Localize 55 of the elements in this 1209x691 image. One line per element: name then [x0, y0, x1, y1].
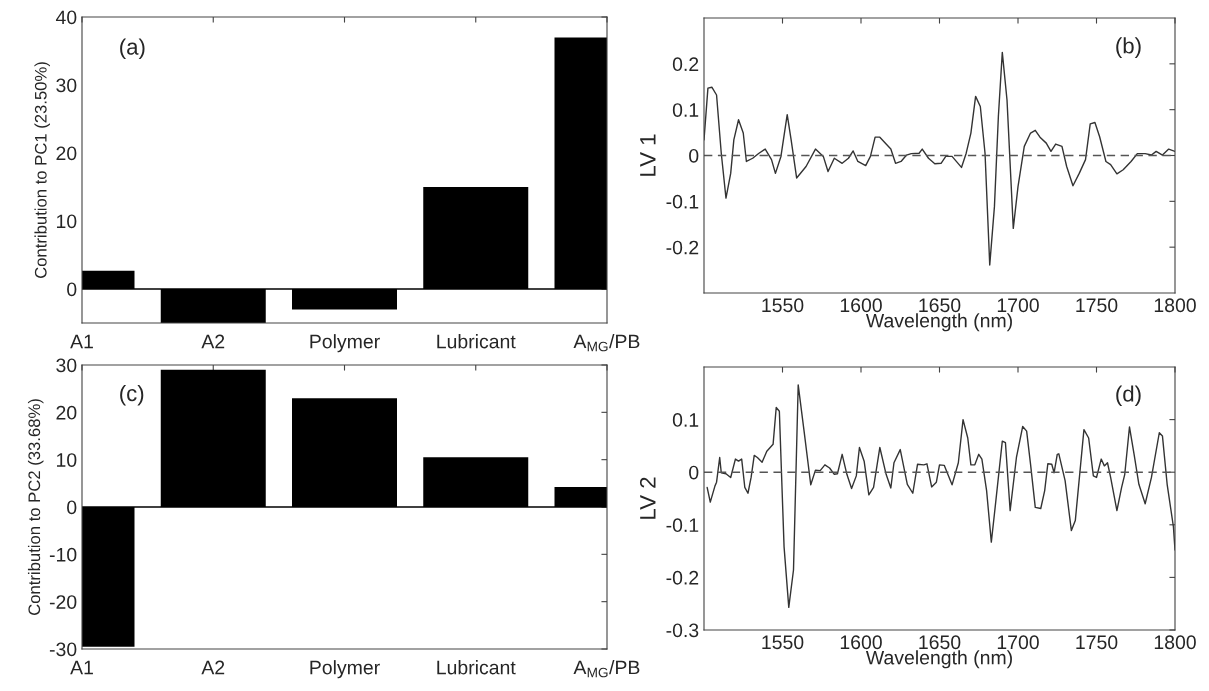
x-tick-label: 1600: [840, 635, 882, 650]
y-tick-label: 20: [56, 405, 77, 420]
y-axis-title: LV 1: [640, 134, 656, 176]
y-tick-label: 30: [56, 78, 77, 93]
x-tick-label: 1550: [762, 635, 804, 650]
y-tick-label: -10: [49, 547, 77, 562]
y-tick-label: 0: [689, 148, 699, 163]
x-tick-label: 1650: [919, 635, 961, 650]
x-tick-label: A$_{MG}$/PB: [573, 660, 640, 678]
y-tick-label: 0: [689, 465, 699, 480]
x-tick-label: 1700: [997, 635, 1039, 650]
x-tick-label: 1800: [1154, 298, 1196, 313]
annotation: (d): [1116, 385, 1141, 407]
x-axis-title: Wavelength (nm): [865, 313, 1012, 332]
x-tick-label: A1: [70, 334, 93, 349]
y-axis-title: LV 2: [639, 477, 656, 519]
x-tick-label: 1650: [919, 298, 961, 313]
x-tick-label: Polymer: [310, 334, 380, 353]
x-tick-label: Lubricant: [437, 660, 516, 675]
y-tick-label: 0.1: [672, 413, 699, 427]
x-tick-label: Polymer: [310, 660, 380, 679]
x-tick-label: A2: [201, 660, 225, 675]
annotation: (a): [120, 38, 145, 60]
y-tick-label: 0: [67, 282, 77, 297]
x-tick-label: Lubricant: [437, 334, 516, 349]
y-tick-label: 40: [55, 10, 77, 25]
x-axis-title: Wavelength (nm): [865, 650, 1012, 669]
y-tick-label: 10: [57, 453, 77, 467]
x-tick-label: 1700: [997, 298, 1039, 313]
x-tick-label: 1600: [840, 298, 882, 313]
y-tick-label: -0.3: [666, 623, 699, 638]
y-axis-title: Contribution to PC1 (23.50%): [34, 62, 50, 278]
x-tick-label: 1550: [762, 298, 804, 313]
y-tick-label: -20: [49, 595, 77, 609]
annotation: (c): [120, 384, 144, 406]
y-tick-label: -0.2: [666, 240, 699, 255]
y-tick-label: -0.1: [666, 194, 699, 209]
y-tick-label: -0.1: [666, 518, 699, 533]
y-tick-label: 20: [56, 146, 77, 161]
x-tick-label: 1800: [1154, 635, 1196, 650]
x-tick-label: A2: [201, 334, 225, 349]
y-tick-label: 0: [67, 500, 77, 515]
line-series: [706, 384, 1175, 609]
x-tick-label: A$_{MG}$/PB: [573, 334, 640, 352]
x-tick-label: 1750: [1076, 635, 1118, 650]
x-tick-label: A1: [70, 660, 93, 675]
y-tick-label: -0.2: [666, 570, 699, 585]
y-tick-label: 10: [57, 214, 77, 229]
x-tick-label: 1750: [1076, 298, 1118, 313]
y-tick-label: 30: [56, 358, 77, 373]
y-axis-title: Contribution to PC2 (33.68%): [27, 399, 44, 615]
y-tick-label: -30: [49, 642, 77, 657]
annotation: (b): [1116, 37, 1141, 58]
y-tick-label: 0.2: [672, 57, 699, 72]
y-tick-label: 0.1: [672, 103, 699, 117]
